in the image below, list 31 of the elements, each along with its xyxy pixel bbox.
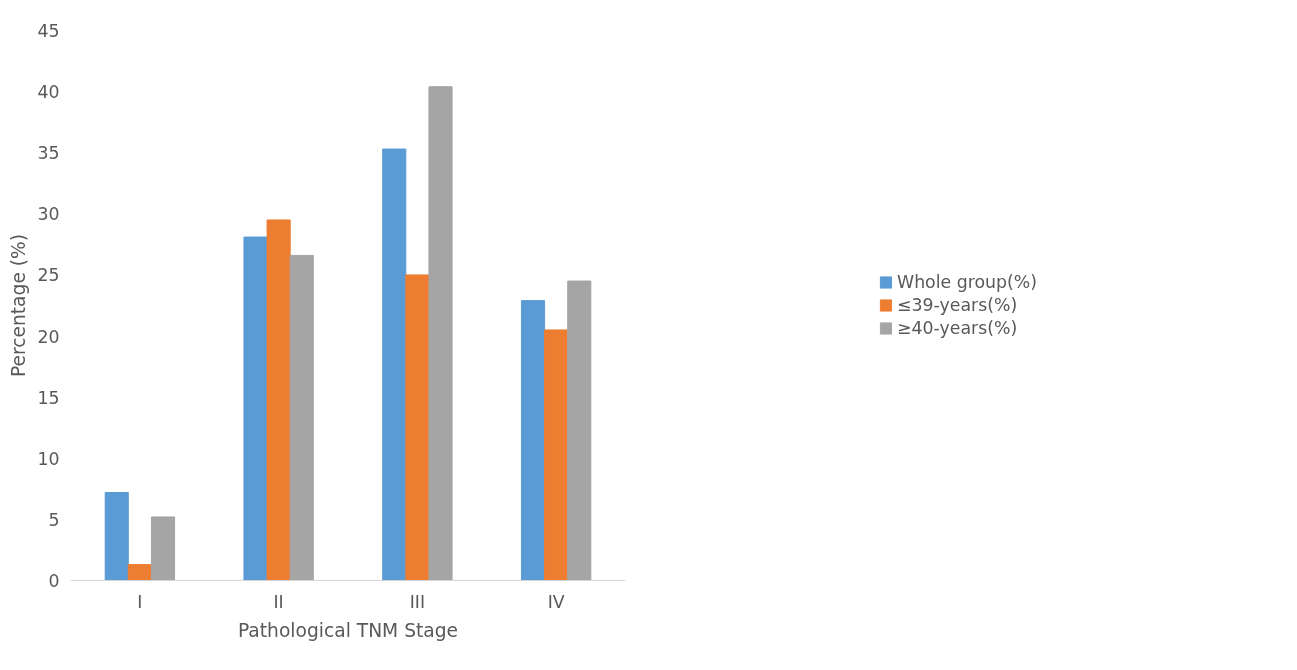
bar: [127, 564, 152, 581]
x-tick-label: I: [137, 591, 143, 612]
bar: [289, 254, 314, 581]
bar: [243, 236, 268, 581]
y-tick-label: 40: [37, 82, 60, 103]
y-axis-title: Percentage (%): [8, 233, 30, 378]
bar: [382, 148, 407, 581]
y-tick-label: 25: [37, 265, 60, 286]
bar: [150, 516, 176, 581]
y-tick-label: 30: [37, 204, 60, 225]
x-tick-label: III: [409, 591, 426, 612]
y-tick-label: 5: [48, 509, 60, 530]
bar: [567, 280, 592, 581]
y-tick-label: 15: [37, 387, 60, 408]
bar: [266, 219, 291, 581]
x-tick-label: II: [273, 591, 284, 612]
x-tick-label: IV: [547, 591, 565, 612]
legend-label: ≤39-years(%): [896, 295, 1018, 315]
bar: [405, 274, 430, 581]
y-tick-label: 45: [37, 21, 60, 41]
legend-label: ≥40-years(%): [896, 318, 1018, 338]
bar: [104, 492, 129, 581]
y-tick-label: 0: [48, 571, 60, 591]
y-tick-label: 10: [37, 448, 60, 469]
bar: [520, 300, 546, 581]
x-axis-title: Pathological TNM Stage: [237, 619, 459, 641]
bar: [544, 329, 569, 581]
y-tick-label: 20: [37, 326, 60, 347]
legend-label: Whole group(%): [896, 272, 1038, 292]
y-tick-label: 35: [37, 143, 60, 164]
bar: [428, 86, 453, 581]
